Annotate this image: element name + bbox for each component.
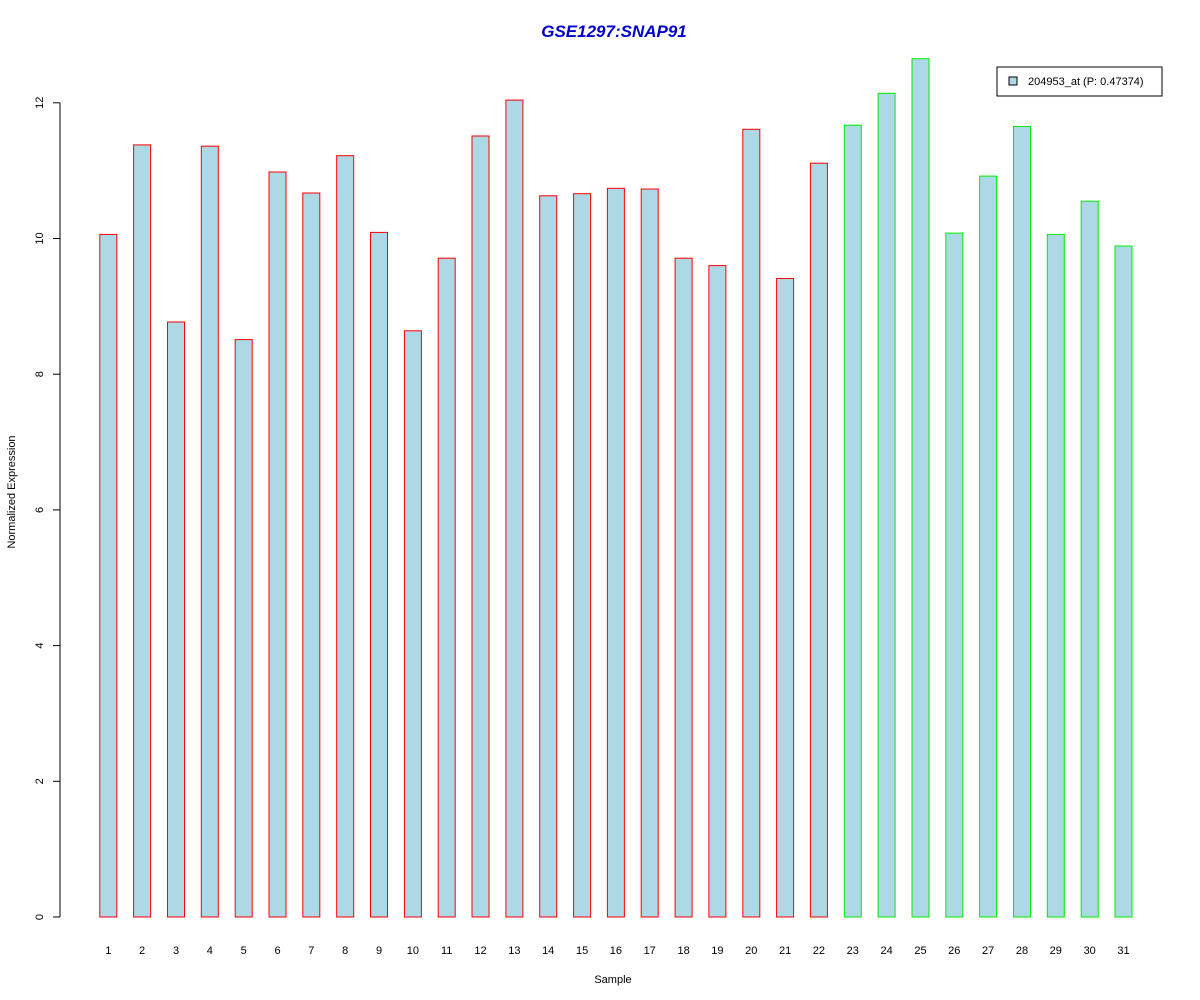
bar-sample-5	[234, 339, 253, 918]
bar-sample-14	[539, 195, 558, 918]
bar-sample-13	[505, 99, 524, 918]
x-tick-label: 5	[241, 945, 247, 957]
y-tick-label: 6	[34, 507, 46, 513]
y-axis: 0 2 4 6 8 10 12	[34, 97, 61, 920]
bar-sample-1	[99, 233, 118, 918]
x-tick-label: 28	[1016, 945, 1028, 957]
x-tick-label: 10	[407, 945, 419, 957]
x-tick-label: 13	[508, 945, 520, 957]
x-tick-label: 3	[173, 945, 179, 957]
x-tick-label: 4	[207, 945, 213, 957]
y-tick-label: 8	[34, 371, 46, 377]
x-tick-label: 20	[745, 945, 757, 957]
x-tick-label: 25	[914, 945, 926, 957]
x-tick-label: 17	[644, 945, 656, 957]
bar-sample-8	[336, 155, 355, 918]
y-tick-label: 10	[34, 232, 46, 244]
x-tick-labels: 1 2 3 4 5 6 7 8 9 10 11 12 13 14 15 16 17 18 19 20 21 22 23 24 2…	[105, 945, 1129, 957]
x-tick-label: 29	[1050, 945, 1062, 957]
bar-sample-30	[1080, 200, 1099, 918]
bar-sample-18	[674, 257, 693, 918]
x-tick-label: 22	[813, 945, 825, 957]
x-tick-label: 19	[711, 945, 723, 957]
bar-sample-28	[1013, 126, 1031, 918]
x-tick-label: 31	[1117, 945, 1129, 957]
y-tick-label: 12	[34, 97, 46, 109]
bar-sample-29	[1046, 233, 1065, 918]
y-tick-label: 0	[34, 914, 46, 920]
x-tick-label: 18	[677, 945, 689, 957]
x-tick-label: 1	[105, 945, 111, 957]
chart-title: GSE1297:SNAP91	[541, 22, 687, 41]
bar-sample-24	[877, 92, 896, 918]
bar-sample-26	[945, 232, 964, 918]
bar-sample-25	[911, 58, 930, 918]
x-tick-label: 11	[441, 945, 452, 957]
bar-sample-23	[843, 124, 862, 918]
x-tick-label: 7	[308, 945, 314, 957]
bar-sample-9	[370, 231, 388, 918]
legend-label: 204953_at (P: 0.47374)	[1028, 76, 1144, 88]
x-tick-label: 12	[474, 945, 486, 957]
x-tick-label: 21	[779, 945, 791, 957]
bar-sample-6	[268, 171, 287, 918]
bar-sample-4	[200, 145, 219, 918]
bar-sample-17	[640, 188, 659, 918]
bar-sample-11	[437, 257, 456, 918]
bar-sample-21	[776, 278, 795, 918]
legend: 204953_at (P: 0.47374)	[996, 66, 1163, 97]
x-tick-label: 24	[880, 945, 892, 957]
bar-sample-22	[809, 162, 828, 918]
x-tick-label: 14	[542, 945, 554, 957]
x-axis-label: Sample	[594, 974, 631, 986]
bar-sample-20	[742, 128, 761, 918]
bar-sample-3	[167, 321, 185, 918]
bar-sample-10	[403, 330, 422, 918]
bar-sample-15	[573, 193, 592, 918]
bars	[99, 58, 1133, 918]
bar-sample-7	[302, 192, 321, 918]
bar-sample-19	[708, 265, 727, 918]
x-tick-label: 16	[610, 945, 622, 957]
bar-sample-12	[471, 135, 490, 918]
x-tick-label: 23	[847, 945, 859, 957]
x-tick-label: 2	[139, 945, 145, 957]
x-tick-label: 15	[576, 945, 588, 957]
bar-sample-2	[133, 144, 152, 918]
bar-sample-31	[1114, 245, 1133, 918]
y-tick-label: 2	[34, 778, 46, 784]
legend-box	[996, 66, 1163, 97]
x-tick-label: 6	[274, 945, 280, 957]
x-tick-label: 8	[342, 945, 348, 957]
x-tick-label: 9	[376, 945, 382, 957]
x-tick-label: 30	[1084, 945, 1096, 957]
y-tick-label: 4	[34, 643, 46, 649]
y-axis-label: Normalized Expression	[6, 435, 18, 548]
legend-swatch	[1008, 76, 1018, 86]
bar-sample-27	[979, 175, 998, 918]
x-tick-label: 26	[948, 945, 960, 957]
bar-sample-16	[606, 187, 625, 918]
x-tick-label: 27	[982, 945, 994, 957]
